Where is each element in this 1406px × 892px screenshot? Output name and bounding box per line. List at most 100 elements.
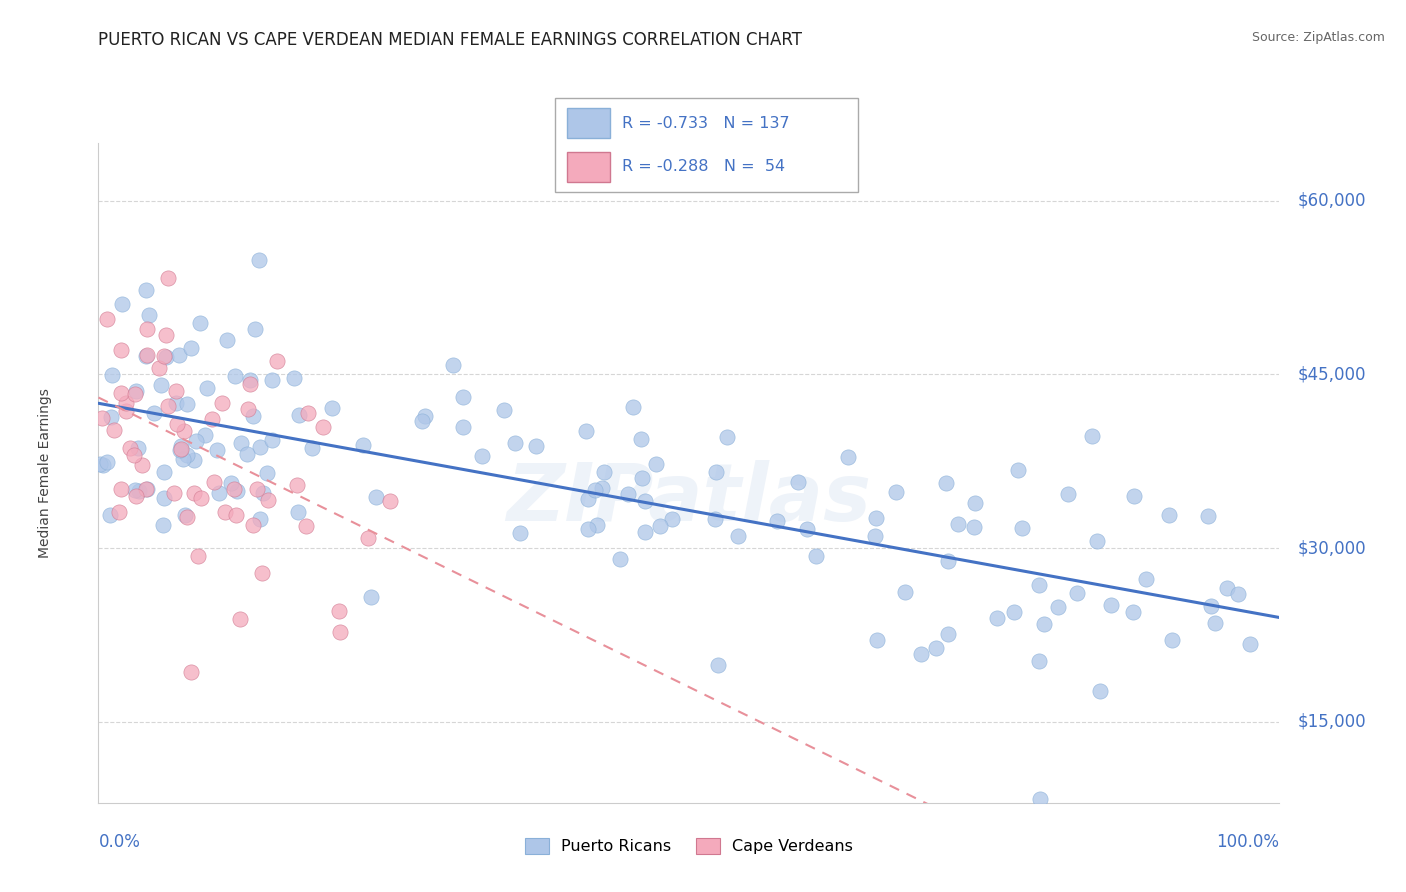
Point: [1032, 616, 1054, 631]
Point: [1081, 429, 1104, 443]
Point: [205, 442, 228, 457]
Point: [110, 482, 132, 496]
Point: [621, 400, 644, 414]
Point: [183, 452, 205, 467]
Text: $30,000: $30,000: [1298, 539, 1365, 557]
Bar: [568, 109, 610, 138]
Point: [224, 483, 246, 497]
Point: [329, 624, 352, 639]
Text: 100.0%: 100.0%: [1216, 832, 1279, 850]
Point: [706, 657, 728, 672]
Point: [180, 341, 202, 355]
Point: [135, 349, 157, 363]
Point: [910, 648, 932, 662]
Point: [143, 406, 166, 420]
Point: [242, 518, 264, 533]
Point: [157, 400, 180, 414]
Point: [174, 508, 197, 523]
Point: [260, 373, 283, 387]
Point: [630, 432, 652, 446]
Point: [221, 476, 243, 491]
Point: [136, 482, 159, 496]
Point: [153, 491, 176, 505]
Point: [948, 516, 970, 531]
Text: ZIPatlas: ZIPatlas: [506, 460, 872, 538]
Text: PUERTO RICAN VS CAPE VERDEAN MEDIAN FEMALE EARNINGS CORRELATION CHART: PUERTO RICAN VS CAPE VERDEAN MEDIAN FEMA…: [98, 31, 803, 49]
Point: [936, 627, 959, 641]
Point: [183, 486, 205, 500]
Point: [243, 322, 266, 336]
Point: [509, 525, 531, 540]
Point: [1085, 533, 1108, 548]
Point: [236, 447, 259, 461]
Point: [252, 485, 274, 500]
Point: [494, 403, 516, 417]
Text: R = -0.733   N = 137: R = -0.733 N = 137: [621, 116, 790, 131]
Point: [108, 505, 131, 519]
Point: [894, 585, 917, 599]
Point: [170, 439, 193, 453]
Point: [125, 384, 148, 399]
Point: [180, 665, 202, 679]
Point: [295, 518, 318, 533]
Point: [727, 529, 749, 543]
Point: [884, 484, 907, 499]
Point: [505, 436, 527, 450]
Point: [634, 494, 657, 508]
Point: [150, 378, 173, 392]
Point: [249, 252, 271, 267]
Point: [98, 508, 121, 523]
Point: [125, 490, 148, 504]
Point: [176, 510, 198, 524]
Point: [1007, 463, 1029, 477]
Point: [297, 406, 319, 420]
Point: [378, 494, 401, 508]
Point: [1161, 633, 1184, 648]
Point: [963, 519, 986, 533]
Point: [471, 449, 494, 463]
Point: [1002, 605, 1025, 619]
Point: [366, 491, 388, 505]
Text: R = -0.288   N =  54: R = -0.288 N = 54: [621, 159, 785, 174]
Point: [176, 397, 198, 411]
Point: [586, 517, 609, 532]
Point: [225, 508, 247, 522]
Point: [645, 457, 668, 471]
Point: [257, 493, 280, 508]
Point: [837, 450, 859, 464]
Point: [1047, 600, 1070, 615]
Point: [1099, 599, 1122, 613]
Point: [716, 430, 738, 444]
Point: [163, 486, 186, 500]
Point: [197, 381, 219, 395]
Point: [148, 361, 170, 376]
Point: [704, 466, 727, 480]
Point: [1057, 487, 1080, 501]
Point: [575, 424, 598, 438]
Point: [135, 482, 157, 496]
Point: [1066, 586, 1088, 600]
Point: [312, 420, 335, 434]
Point: [1011, 521, 1033, 535]
Point: [863, 528, 886, 542]
Point: [1028, 654, 1050, 668]
Text: $15,000: $15,000: [1298, 713, 1365, 731]
Point: [634, 525, 657, 540]
Point: [262, 433, 284, 447]
Point: [214, 505, 236, 519]
Point: [787, 475, 810, 489]
Point: [155, 350, 177, 364]
Point: [1204, 616, 1226, 631]
Point: [925, 641, 948, 656]
Point: [352, 438, 374, 452]
Point: [124, 483, 146, 498]
Text: Median Female Earnings: Median Female Earnings: [38, 388, 52, 558]
Point: [283, 371, 305, 385]
Point: [583, 483, 606, 497]
Point: [524, 439, 547, 453]
Point: [153, 349, 176, 363]
Point: [592, 465, 614, 479]
Point: [96, 312, 118, 326]
Point: [287, 505, 309, 519]
Point: [135, 283, 157, 297]
